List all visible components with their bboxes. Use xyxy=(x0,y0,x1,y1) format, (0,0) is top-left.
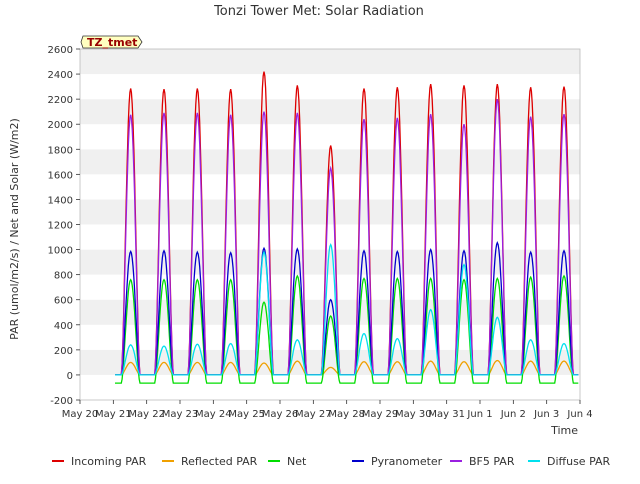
y-tick-label: 2600 xyxy=(48,45,73,56)
y-tick-label: 1600 xyxy=(48,170,73,181)
grid-band xyxy=(80,124,580,150)
x-tick-label: May 30 xyxy=(395,409,432,420)
grid-band xyxy=(80,99,580,125)
legend-label: Net xyxy=(287,455,307,468)
y-tick-label: 1800 xyxy=(48,145,73,156)
grid-band xyxy=(80,199,580,225)
chart-title: Tonzi Tower Met: Solar Radiation xyxy=(213,4,424,19)
annotation-text: TZ_tmet xyxy=(87,36,137,49)
y-tick-label: 400 xyxy=(54,321,73,332)
grid-band xyxy=(80,74,580,100)
x-tick-label: May 25 xyxy=(228,409,265,420)
y-tick-label: 800 xyxy=(54,271,73,282)
grid-band xyxy=(80,49,580,75)
legend-label: Diffuse PAR xyxy=(547,455,611,468)
annotation-tag: TZ_tmet xyxy=(80,35,143,49)
grid-band xyxy=(80,249,580,275)
x-tick-label: May 26 xyxy=(262,409,299,420)
grid-band xyxy=(80,174,580,200)
x-tick-label: May 31 xyxy=(428,409,465,420)
x-tick-label: May 22 xyxy=(128,409,165,420)
series-line-diffuse-par xyxy=(115,242,579,376)
grid-band xyxy=(80,324,580,350)
y-tick-label: 2400 xyxy=(48,70,73,81)
plot-area xyxy=(115,71,579,384)
y-tick-label: 2000 xyxy=(48,120,73,131)
x-tick-label: Jun 4 xyxy=(566,409,592,420)
y-tick-label: 1400 xyxy=(48,195,73,206)
legend-label: Reflected PAR xyxy=(181,455,258,468)
y-tick-label: 0 xyxy=(67,371,73,382)
grid-band xyxy=(80,274,580,300)
x-tick-label: Jun 1 xyxy=(466,409,492,420)
x-tick-label: May 24 xyxy=(195,409,232,420)
y-tick-label: 200 xyxy=(54,346,73,357)
grid-band xyxy=(80,374,580,400)
legend-label: Incoming PAR xyxy=(71,455,147,468)
x-tick-label: May 21 xyxy=(95,409,132,420)
y-tick-label: 1000 xyxy=(48,246,73,257)
x-tick-label: May 27 xyxy=(295,409,332,420)
x-tick-label: May 28 xyxy=(328,409,365,420)
legend-label: Pyranometer xyxy=(371,455,443,468)
x-tick-label: Jun 2 xyxy=(500,409,526,420)
x-tick-label: May 23 xyxy=(162,409,199,420)
series-line-net xyxy=(115,274,579,384)
legend-label: BF5 PAR xyxy=(469,455,515,468)
legend: Incoming PAR Reflected PAR Net Pyranometer B… xyxy=(52,455,611,468)
y-tick-label: -200 xyxy=(50,396,73,407)
series-lines xyxy=(115,71,579,384)
y-tick-label: 1200 xyxy=(48,221,73,232)
y-axis: -200 0 200 400 600 800 1000 1200 1400 1600 1800 200… xyxy=(48,45,80,407)
x-axis-label: Time xyxy=(550,424,578,437)
x-tick-label: May 29 xyxy=(362,409,399,420)
x-tick-label: May 20 xyxy=(62,409,99,420)
y-axis-label: PAR (umol/m2/s) / Net and Solar (W/m2) xyxy=(8,118,21,340)
y-tick-label: 2200 xyxy=(48,95,73,106)
grid-band xyxy=(80,299,580,325)
x-tick-label: Jun 3 xyxy=(533,409,559,420)
y-tick-label: 600 xyxy=(54,296,73,307)
